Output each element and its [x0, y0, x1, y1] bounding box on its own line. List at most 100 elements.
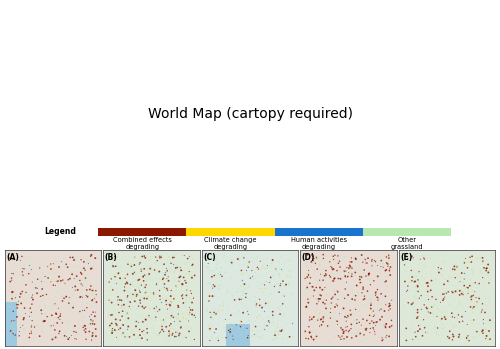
- Point: [442, 291, 450, 297]
- Point: [174, 299, 182, 304]
- Point: [27, 328, 35, 334]
- Point: [236, 317, 244, 322]
- Point: [450, 324, 458, 329]
- Point: [124, 296, 132, 302]
- Point: [114, 302, 122, 307]
- Point: [372, 291, 380, 297]
- Point: [308, 259, 316, 265]
- Point: [160, 276, 168, 281]
- Point: [140, 266, 148, 272]
- Point: [168, 313, 175, 319]
- Point: [484, 337, 492, 342]
- Point: [218, 274, 226, 279]
- Point: [230, 320, 238, 325]
- Point: [333, 288, 341, 294]
- Point: [89, 316, 97, 321]
- Point: [124, 280, 132, 285]
- Point: [412, 273, 420, 279]
- Point: [254, 283, 262, 289]
- Point: [312, 261, 320, 267]
- Point: [269, 312, 277, 318]
- Point: [258, 281, 266, 287]
- Point: [437, 266, 445, 272]
- Point: [214, 321, 222, 327]
- Point: [27, 305, 35, 311]
- Point: [88, 303, 96, 309]
- Point: [160, 317, 168, 323]
- Point: [82, 275, 90, 281]
- Point: [62, 329, 70, 335]
- Point: [72, 272, 80, 277]
- Point: [156, 269, 164, 274]
- Point: [440, 273, 448, 278]
- Point: [172, 314, 180, 320]
- Point: [146, 270, 154, 276]
- Point: [18, 269, 26, 275]
- Point: [116, 297, 124, 303]
- Point: [370, 312, 378, 318]
- Point: [378, 258, 386, 263]
- Point: [12, 295, 20, 300]
- Point: [426, 310, 434, 316]
- Point: [220, 324, 228, 330]
- Point: [242, 295, 250, 300]
- Point: [224, 314, 232, 319]
- Point: [319, 300, 327, 305]
- Point: [332, 311, 340, 316]
- Point: [68, 272, 76, 277]
- Point: [408, 278, 416, 283]
- Point: [234, 256, 242, 262]
- Point: [310, 337, 318, 342]
- Point: [178, 282, 186, 287]
- Point: [108, 328, 116, 334]
- Point: [110, 263, 118, 269]
- Point: [412, 289, 420, 294]
- Point: [242, 291, 250, 296]
- Point: [327, 272, 335, 277]
- Point: [332, 256, 340, 261]
- Point: [420, 317, 428, 322]
- Point: [433, 305, 441, 310]
- Point: [268, 337, 276, 343]
- Point: [342, 275, 349, 280]
- Point: [224, 289, 232, 295]
- Point: [68, 312, 76, 318]
- Point: [334, 289, 342, 295]
- Point: [319, 319, 327, 325]
- Point: [470, 307, 478, 312]
- Point: [190, 294, 198, 300]
- Point: [266, 303, 274, 309]
- Point: [8, 323, 16, 329]
- Point: [151, 309, 159, 314]
- Point: [386, 303, 394, 308]
- Point: [468, 267, 475, 273]
- Point: [135, 285, 143, 291]
- Point: [156, 306, 164, 312]
- Point: [438, 321, 446, 326]
- Point: [436, 271, 444, 277]
- Point: [91, 296, 99, 302]
- Point: [440, 326, 448, 331]
- Point: [48, 303, 56, 309]
- Point: [61, 286, 69, 291]
- Point: [64, 322, 72, 327]
- Point: [74, 326, 82, 331]
- Point: [460, 260, 468, 266]
- Point: [464, 333, 472, 339]
- Point: [337, 336, 345, 342]
- Point: [404, 283, 412, 289]
- Point: [426, 309, 434, 315]
- Point: [423, 293, 431, 298]
- Point: [210, 271, 218, 276]
- Point: [476, 311, 484, 316]
- Point: [137, 266, 145, 272]
- Point: [130, 263, 138, 268]
- Point: [345, 266, 353, 271]
- Point: [167, 293, 175, 299]
- Point: [122, 281, 130, 287]
- Point: [82, 308, 90, 313]
- Point: [166, 323, 173, 328]
- Point: [378, 302, 386, 307]
- Point: [385, 304, 393, 309]
- Point: [364, 272, 372, 278]
